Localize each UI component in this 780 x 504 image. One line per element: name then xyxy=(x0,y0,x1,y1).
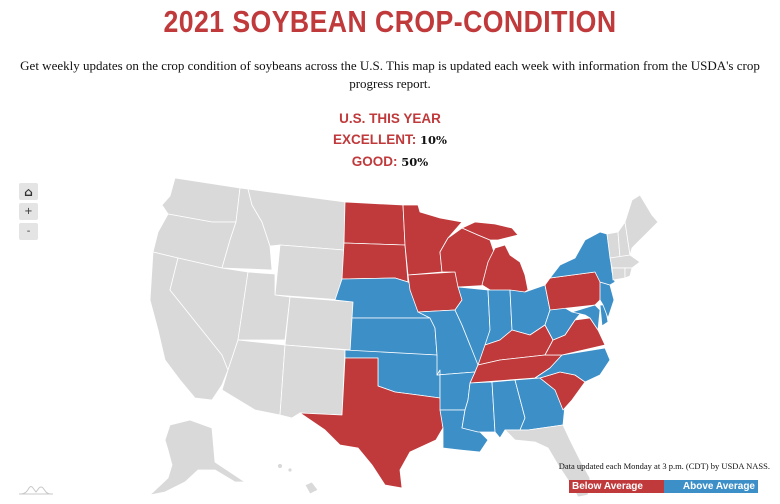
state-colorado[interactable] xyxy=(284,296,356,351)
summary-excellent: EXCELLENT: 10% xyxy=(0,129,780,151)
state-alaska[interactable] xyxy=(149,419,246,496)
state-kansas[interactable] xyxy=(349,317,438,356)
home-icon: ⌂ xyxy=(24,184,33,199)
state-hawaii-islands xyxy=(287,467,293,473)
legend-below-average: Below Average xyxy=(569,480,664,493)
zoom-out-button[interactable]: - xyxy=(19,223,38,240)
state-wyoming[interactable] xyxy=(274,244,345,301)
good-value: 50% xyxy=(401,155,429,169)
state-iowa[interactable] xyxy=(407,271,463,313)
state-maryland[interactable] xyxy=(571,304,601,331)
state-connecticut[interactable] xyxy=(611,267,626,281)
state-massachusetts[interactable] xyxy=(609,254,641,269)
summary-heading: U.S. THIS YEAR xyxy=(339,111,441,126)
page-subtitle: Get weekly updates on the crop condition… xyxy=(20,58,760,91)
state-new-mexico[interactable] xyxy=(279,344,346,419)
state-north-carolina[interactable] xyxy=(534,347,611,383)
plus-icon: + xyxy=(24,206,33,217)
state-florida[interactable] xyxy=(504,424,591,498)
state-maine[interactable] xyxy=(624,194,659,256)
state-texas[interactable] xyxy=(299,357,444,489)
good-label: GOOD: xyxy=(351,154,398,169)
excellent-label: EXCELLENT: xyxy=(333,132,417,147)
us-summary: U.S. THIS YEAR EXCELLENT: 10% GOOD: 50% xyxy=(0,108,780,173)
state-hawaii[interactable] xyxy=(304,481,319,495)
mountain-logo-icon xyxy=(19,486,53,495)
state-rhode-island[interactable] xyxy=(624,267,633,279)
state-north-dakota[interactable] xyxy=(343,201,406,246)
excellent-value: 10% xyxy=(420,133,447,147)
home-button[interactable]: ⌂ xyxy=(19,183,38,200)
data-footnote: Data updated each Monday at 3 p.m. (CDT)… xyxy=(558,461,770,471)
page-title: 2021 SOYBEAN CROP-CONDITION xyxy=(163,4,617,39)
state-hawaii-islands xyxy=(277,463,283,469)
state-michigan-up[interactable] xyxy=(461,221,519,241)
legend-above-average: Above Average xyxy=(663,480,758,493)
zoom-in-button[interactable]: + xyxy=(19,203,38,220)
minus-icon: - xyxy=(26,226,31,237)
map-legend: Below Average Above Average xyxy=(569,480,758,493)
summary-good: GOOD: 50% xyxy=(0,151,780,173)
state-south-dakota[interactable] xyxy=(341,242,409,283)
